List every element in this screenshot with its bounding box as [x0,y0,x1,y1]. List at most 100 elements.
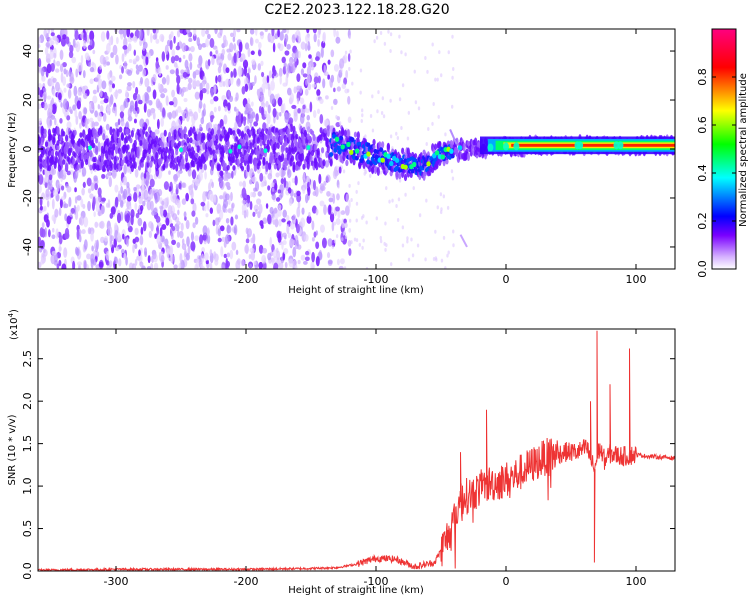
noise-blob [387,29,390,34]
noise-blob [331,221,335,232]
noise-blob [148,99,153,106]
noise-blob [291,214,297,225]
band-blob [445,158,449,165]
band-blob [215,138,219,144]
noise-blob [207,122,213,130]
band-blob [150,155,154,162]
noise-blob [160,254,165,263]
noise-blob [122,45,128,50]
band-blob [39,163,43,169]
band-blob [82,140,86,148]
noise-blob [209,262,213,269]
noise-blob [114,184,119,193]
band-blob [52,137,56,144]
noise-blob [59,118,63,124]
noise-blob [97,208,101,217]
noise-blob [341,83,346,90]
noise-blob [82,70,86,79]
noise-blob [200,263,204,269]
noise-blob [288,117,294,125]
noise-blob [106,30,110,40]
noise-blob [142,94,145,104]
noise-blob [292,246,297,258]
noise-blob [291,104,297,109]
noise-blob [227,52,232,61]
band-blob [306,133,310,140]
noise-blob [159,227,163,238]
band-blob [116,128,120,138]
noise-blob [311,237,315,242]
band-blob [73,129,77,136]
noise-blob [306,175,311,184]
band-blob [435,161,439,170]
noise-blob [302,177,307,188]
band-blob [315,161,319,171]
noise-blob [169,69,175,75]
noise-blob [222,80,226,88]
band-blob [93,132,97,140]
noise-blob [110,75,116,82]
noise-blob [335,165,338,170]
noise-blob [217,65,222,74]
noise-blob [224,78,230,88]
noise-blob [98,261,104,268]
noise-blob [198,55,203,66]
noise-blob [321,40,326,49]
noise-blob [287,187,292,194]
snr-panel: -300 -200 -100 0 100 0.0 0.5 1.0 1.5 2.0 2.5 Heig… [7,309,676,596]
noise-blob [277,96,283,107]
noise-blob [261,164,266,170]
noise-blob [143,189,149,201]
noise-blob [140,226,144,236]
band-blob [40,137,44,146]
noise-blob [147,255,151,264]
noise-blob [312,110,317,119]
noise-blob [282,65,287,75]
noise-blob [267,173,273,180]
band-blob [343,129,348,137]
noise-blob [287,169,292,179]
noise-blob [267,252,272,261]
noise-blob [154,191,160,203]
noise-blob [219,209,224,220]
noise-blob [247,103,252,115]
noise-blob [49,49,54,60]
noise-blob [344,50,348,55]
noise-blob [286,29,290,34]
snr-x-axis: -300 -200 -100 0 100 [104,329,647,588]
noise-blob [90,258,94,269]
noise-blob [98,197,101,202]
noise-blob [100,31,106,42]
noise-blob [331,244,335,249]
noise-blob [177,105,182,113]
noise-blob [183,211,187,218]
noise-blob [193,111,199,121]
noise-blob [250,237,255,244]
noise-blob [250,50,255,55]
band-blob [93,156,97,163]
noise-blob [254,29,258,36]
noise-blob [41,75,46,82]
band-blob [163,129,167,137]
band-blob [99,164,103,171]
noise-blob [231,241,237,251]
noise-blob [438,50,441,55]
noise-blob [39,196,43,207]
noise-blob [185,219,190,230]
noise-blob [78,111,82,120]
x-tick-label: -300 [104,273,129,286]
noise-blob [155,29,159,34]
noise-blob [66,121,72,129]
noise-blob [101,173,106,179]
noise-blob [323,64,327,75]
noise-blob [434,77,437,82]
noise-blob [270,80,275,91]
noise-blob [146,199,152,211]
noise-blob [188,77,193,84]
band-blob [38,136,42,146]
band-blob [120,159,124,167]
noise-blob [99,64,102,70]
noise-blob [328,197,334,203]
noise-blob [161,200,165,206]
noise-blob [86,177,92,187]
